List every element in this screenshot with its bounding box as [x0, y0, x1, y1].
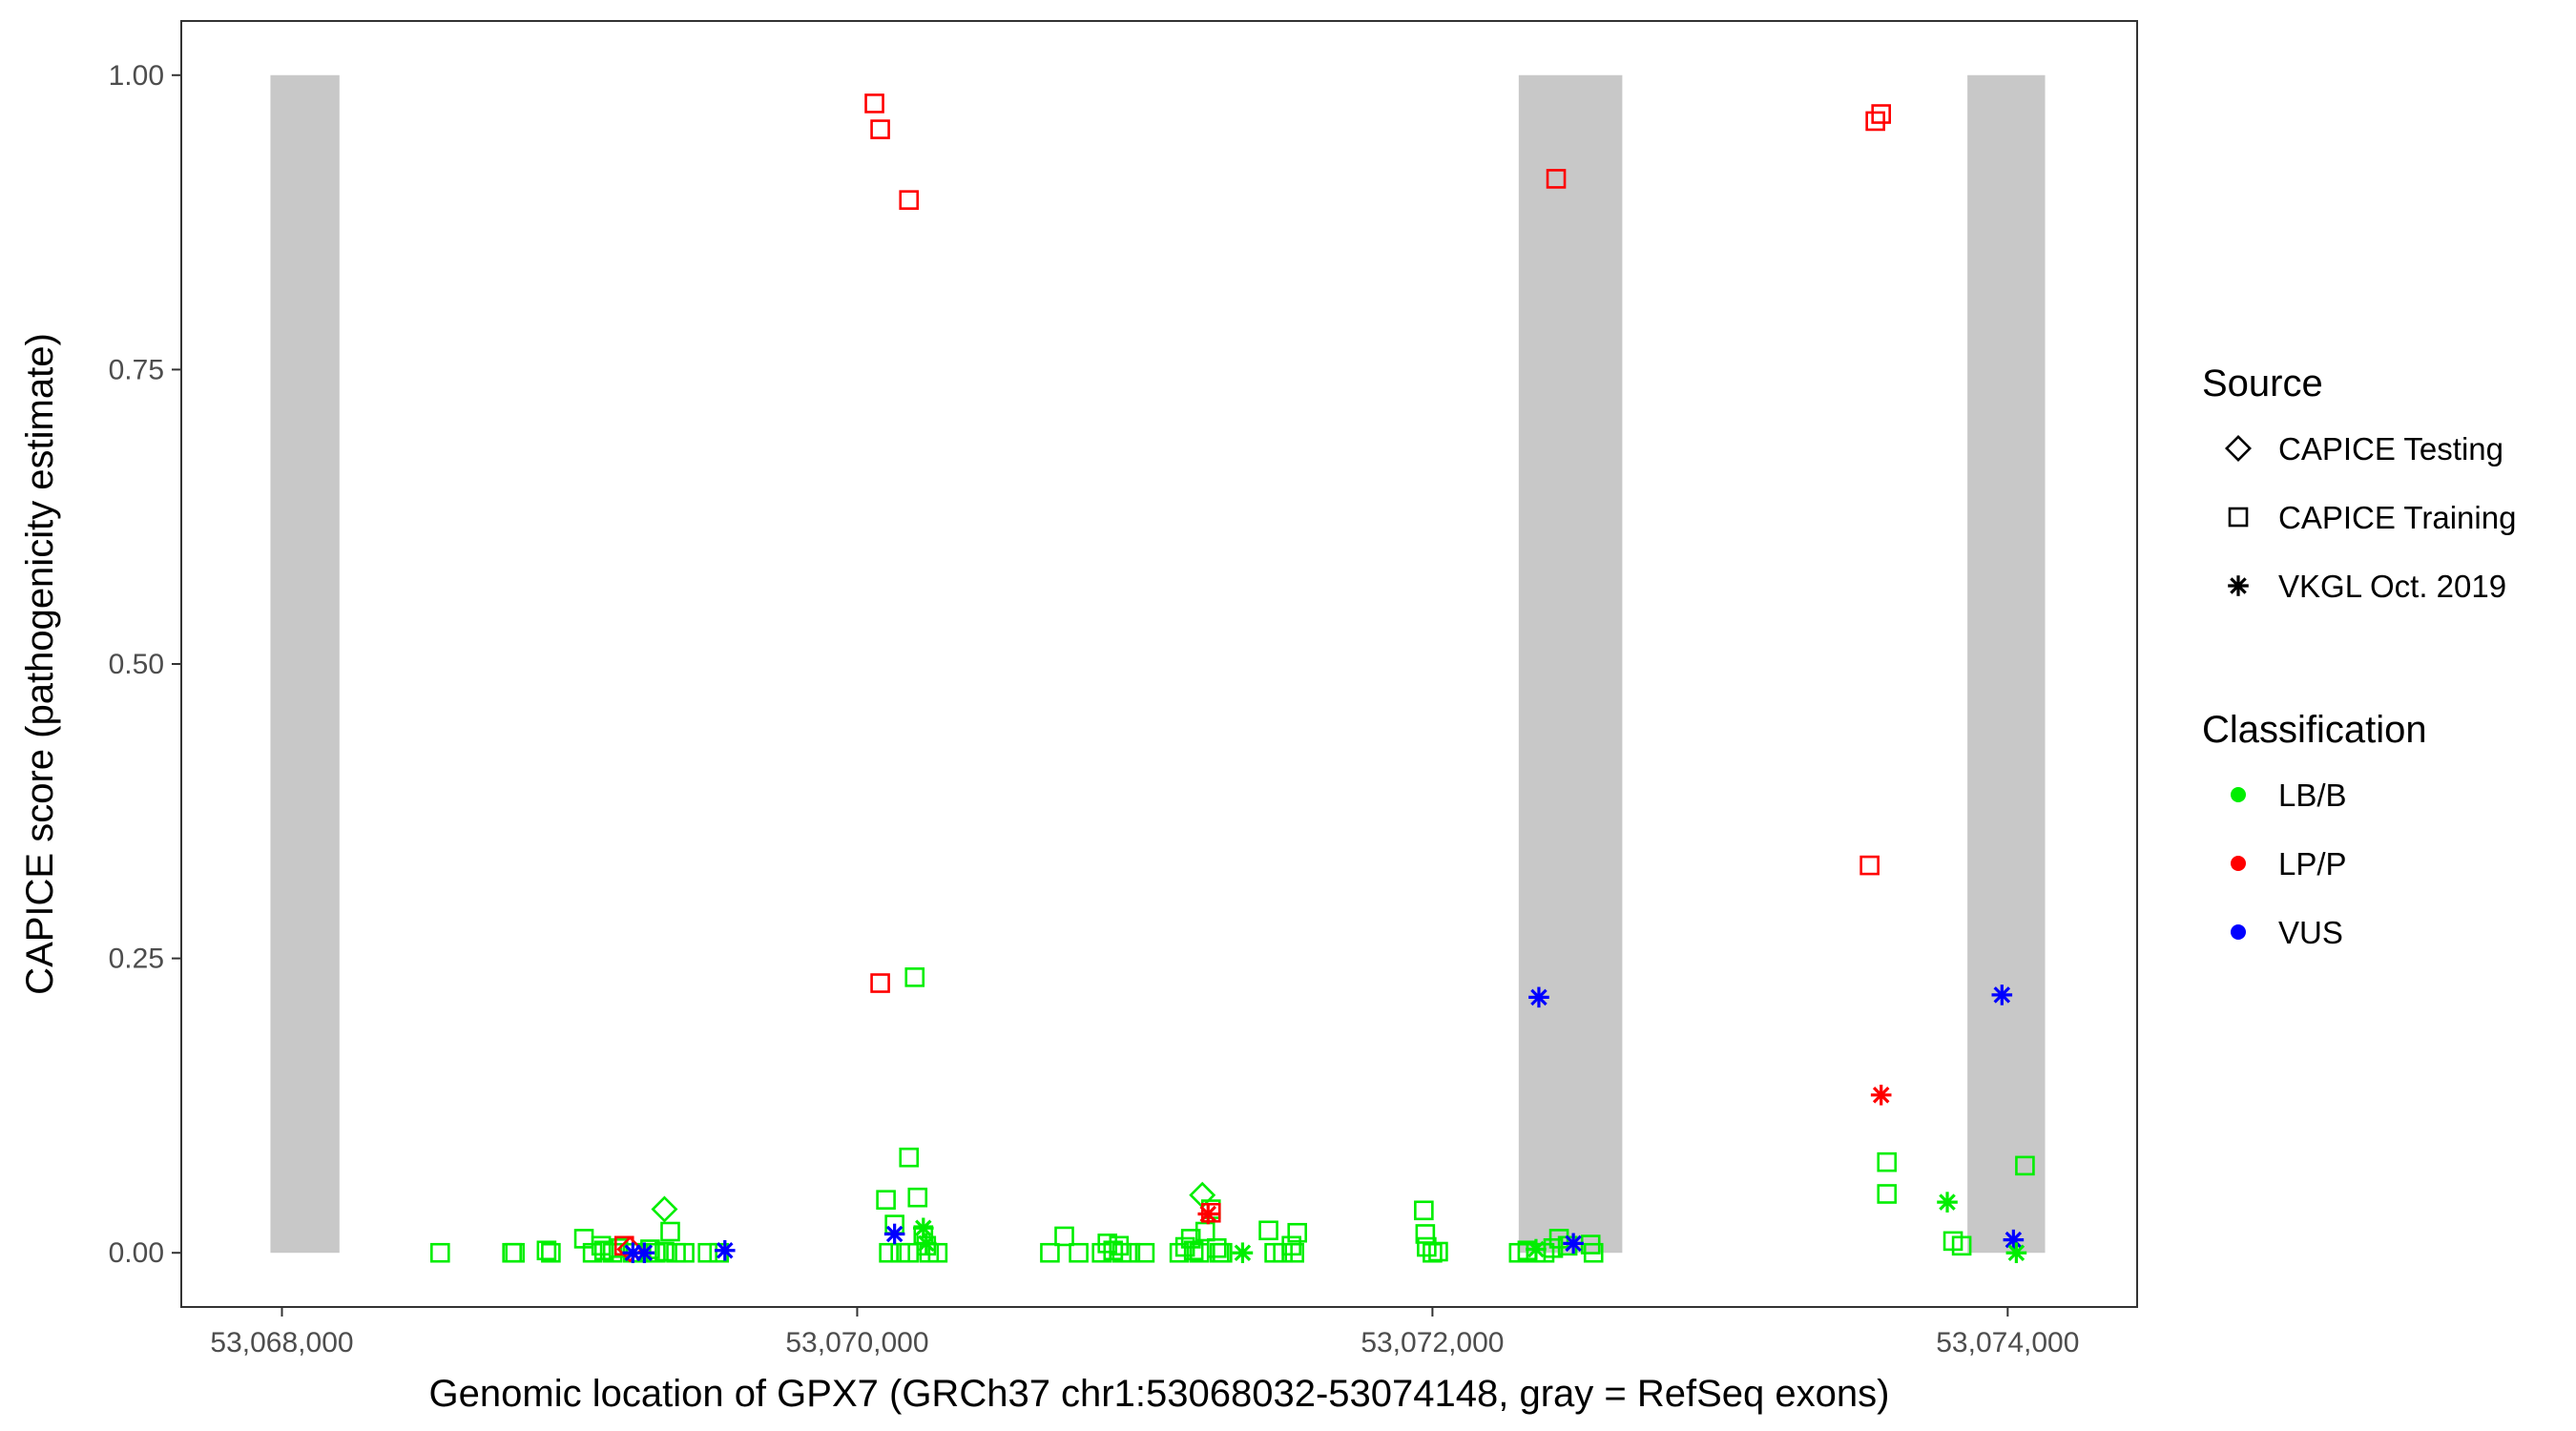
- y-tick-label: 0.50: [109, 649, 164, 680]
- data-point: [916, 1233, 937, 1255]
- data-point: [1287, 1222, 1308, 1243]
- data-point: [1870, 1085, 1892, 1106]
- data-point: [883, 1223, 905, 1245]
- legend-label: VKGL Oct. 2019: [2278, 569, 2506, 604]
- exon-band: [1518, 74, 1623, 1254]
- y-axis: 0.00 0.25 0.50 0.75 1.00: [109, 60, 181, 1269]
- exon-bands: [270, 74, 2046, 1254]
- y-axis-title: CAPICE score (pathogenicity estimate): [19, 333, 61, 995]
- data-point: [430, 1242, 450, 1263]
- data-point: [1232, 1242, 1254, 1264]
- legend-key-dot: [2231, 787, 2246, 802]
- plot-panel-border: [180, 20, 2138, 1308]
- legend-label: VUS: [2278, 915, 2343, 950]
- data-point: [1054, 1226, 1074, 1247]
- legend-label: CAPICE Testing: [2278, 431, 2503, 467]
- data-point: [2005, 1242, 2027, 1264]
- y-tick-label: 0.75: [109, 354, 164, 385]
- data-point: [634, 1242, 655, 1264]
- data-point: [1134, 1242, 1155, 1263]
- data-point: [907, 1187, 928, 1208]
- x-axis-title: Genomic location of GPX7 (GRCh37 chr1:53…: [429, 1373, 1890, 1415]
- data-point: [1281, 1235, 1301, 1256]
- data-point: [1859, 855, 1880, 876]
- x-tick-label: 53,068,000: [210, 1327, 353, 1358]
- x-tick-label: 53,070,000: [785, 1327, 928, 1358]
- data-point: [912, 1217, 934, 1239]
- exon-band: [1967, 74, 2046, 1254]
- data-point: [1109, 1235, 1130, 1256]
- data-point: [1415, 1224, 1436, 1244]
- data-point: [864, 93, 884, 114]
- data-point: [1120, 1242, 1141, 1263]
- x-axis: 53,068,000 53,070,000 53,072,000 53,074,000: [210, 1307, 2079, 1358]
- data-point: [904, 967, 925, 987]
- x-tick-label: 53,072,000: [1361, 1327, 1504, 1358]
- data-point: [879, 1242, 899, 1263]
- data-point: [697, 1242, 717, 1263]
- legend-key-dot: [2231, 856, 2246, 871]
- y-tick-label: 1.00: [109, 60, 164, 92]
- legend: Source CAPICE Testing CAPICE Training VKGL …: [2202, 363, 2516, 950]
- data-point: [1583, 1242, 1604, 1263]
- data-point: [1877, 1184, 1898, 1204]
- data-point: [1428, 1241, 1448, 1262]
- data-point: [1546, 169, 1567, 189]
- data-point: [651, 1195, 678, 1223]
- legend-label: LB/B: [2278, 778, 2347, 813]
- data-point: [1991, 985, 2013, 1006]
- legend-key-star: [2228, 575, 2249, 596]
- legend-label: LP/P: [2278, 846, 2347, 881]
- legend-key-diamond: [2225, 435, 2252, 462]
- data-point: [1528, 986, 1549, 1008]
- data-point: [899, 190, 920, 210]
- legend-title-classification: Classification: [2202, 709, 2427, 751]
- data-point: [1417, 1236, 1437, 1257]
- data-point: [1258, 1220, 1278, 1241]
- data-point: [1414, 1200, 1434, 1221]
- data-point: [870, 973, 890, 993]
- data-point: [2003, 1229, 2025, 1251]
- data-point: [1877, 1151, 1898, 1172]
- data-point: [1937, 1192, 1958, 1213]
- data-point: [1423, 1242, 1443, 1263]
- data-point: [541, 1242, 561, 1263]
- data-point: [505, 1242, 526, 1263]
- data-point: [1040, 1242, 1060, 1263]
- data-point: [1069, 1242, 1089, 1263]
- data-point: [1183, 1240, 1204, 1261]
- data-point: [1200, 1202, 1221, 1223]
- data-point: [899, 1147, 920, 1168]
- data-point: [870, 119, 890, 139]
- legend-key-square: [2228, 507, 2249, 528]
- data-point: [1563, 1233, 1584, 1255]
- data-point: [1526, 1238, 1547, 1260]
- legend-key-dot: [2231, 924, 2246, 940]
- data-point: [675, 1242, 695, 1263]
- y-tick-label: 0.00: [109, 1237, 164, 1269]
- data-point: [1284, 1242, 1304, 1263]
- data-points: [430, 93, 2035, 1264]
- data-point: [2015, 1155, 2035, 1176]
- data-point: [536, 1240, 557, 1261]
- data-point: [660, 1221, 680, 1242]
- data-point: [1951, 1235, 1972, 1256]
- data-point: [654, 1241, 675, 1262]
- data-point: [1213, 1242, 1233, 1263]
- data-point: [927, 1242, 948, 1263]
- data-point: [1871, 104, 1891, 124]
- data-point: [1169, 1242, 1190, 1263]
- data-point: [899, 1242, 920, 1263]
- data-point: [1195, 1221, 1215, 1242]
- data-point: [1206, 1237, 1227, 1258]
- legend-title-source: Source: [2202, 363, 2323, 404]
- x-tick-label: 53,074,000: [1936, 1327, 2079, 1358]
- data-point: [1865, 111, 1885, 132]
- data-point: [876, 1190, 896, 1210]
- legend-label: CAPICE Training: [2278, 500, 2516, 535]
- data-point: [714, 1239, 736, 1261]
- y-tick-label: 0.25: [109, 944, 164, 975]
- exon-band: [270, 74, 340, 1254]
